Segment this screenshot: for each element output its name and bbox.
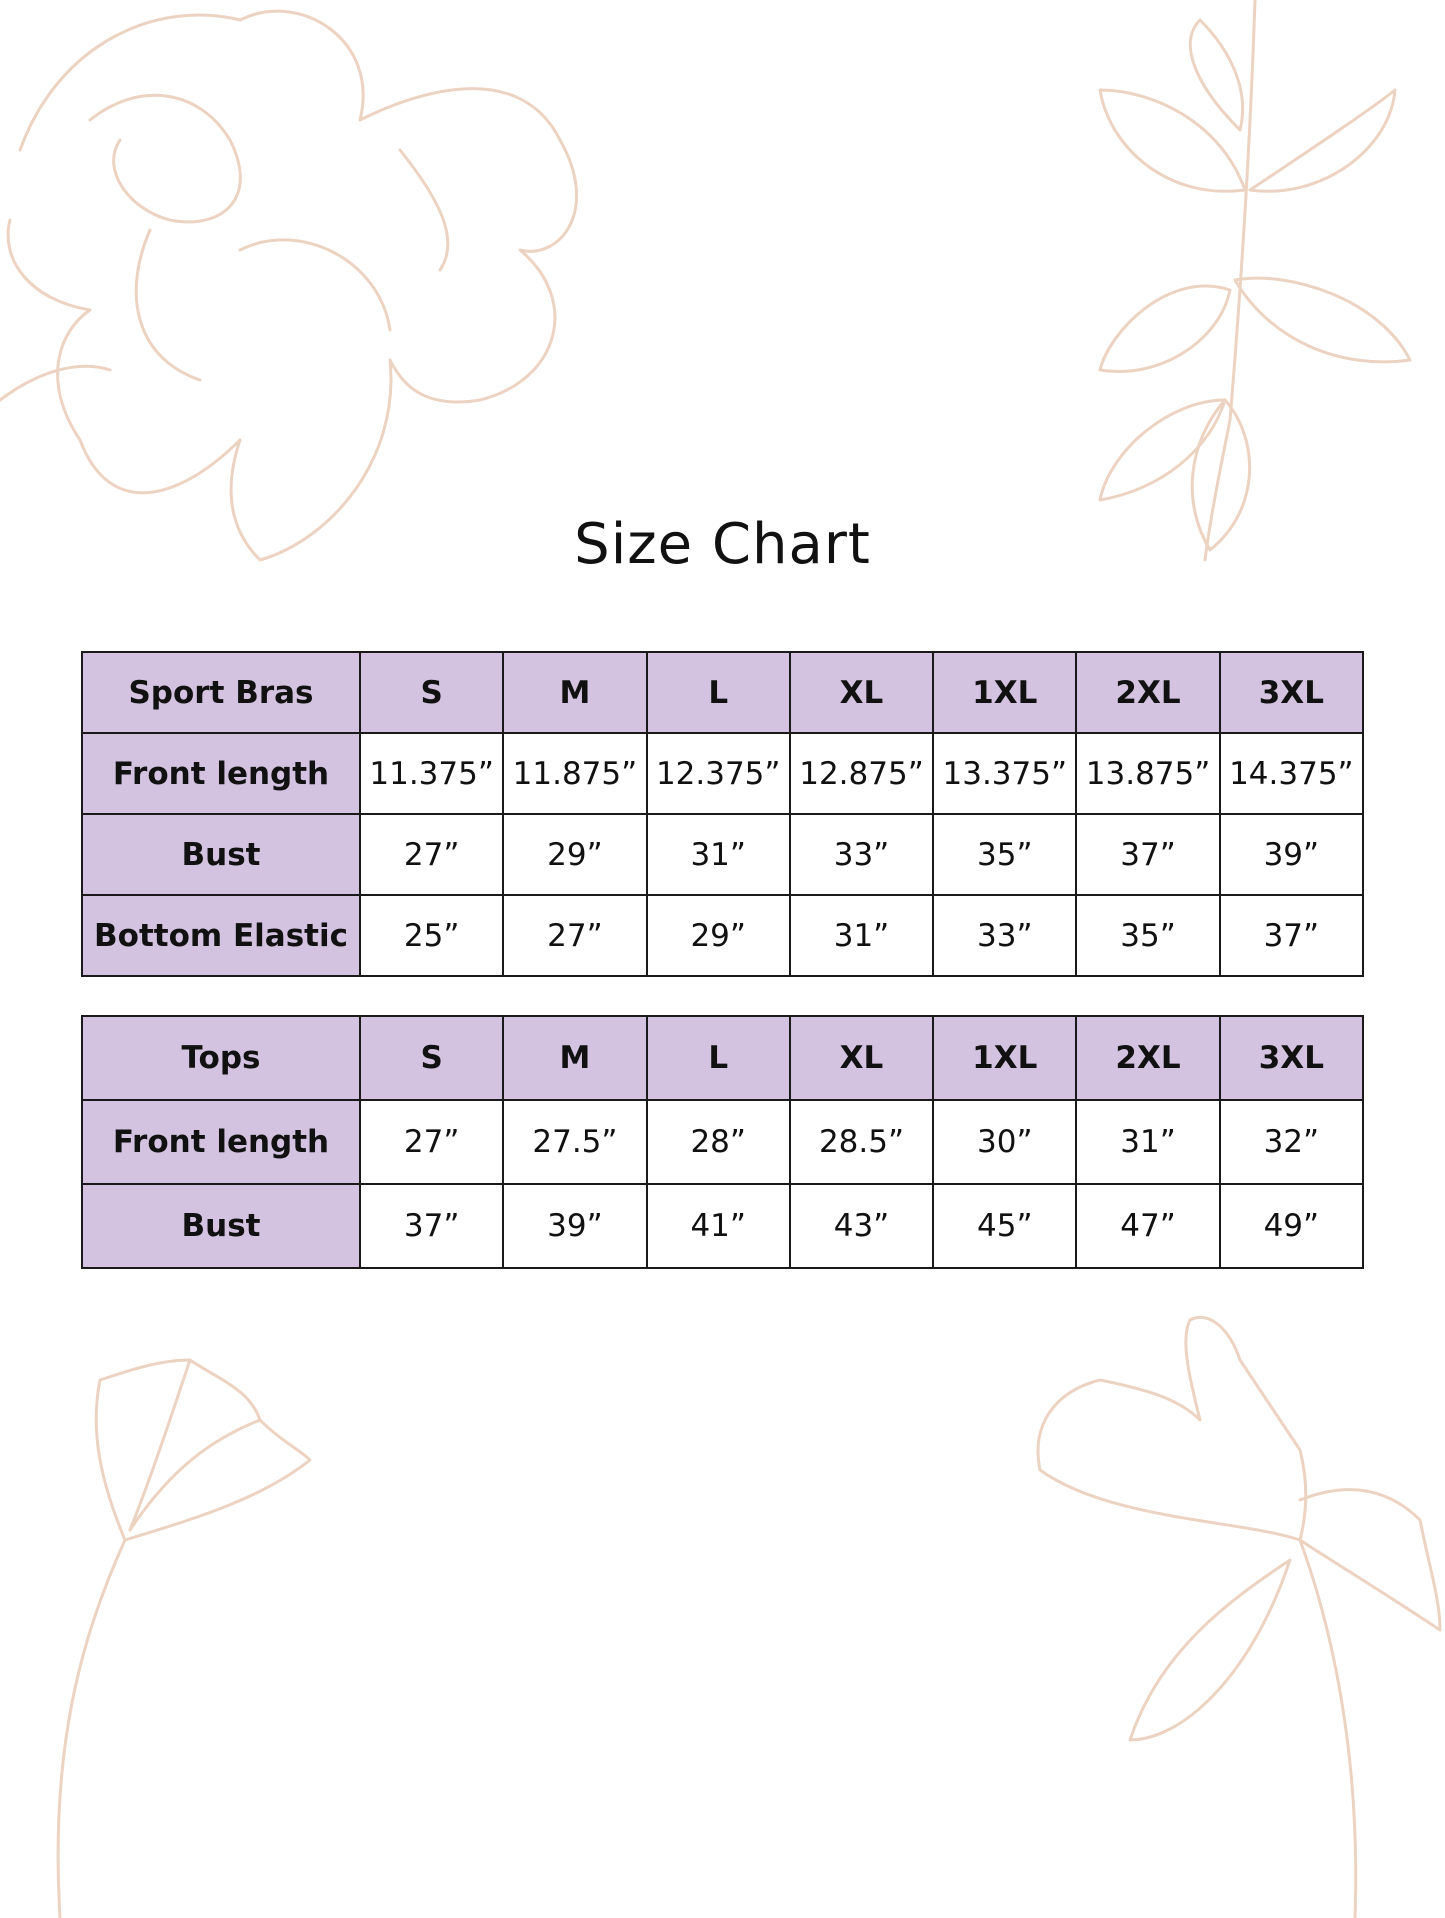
- table-row: Front length 11.375” 11.875” 12.375” 12.…: [81, 732, 1365, 815]
- page-title: Size Chart: [574, 512, 871, 577]
- size-header: M: [502, 651, 648, 734]
- table-cell: 14.375”: [1218, 732, 1365, 815]
- tops-size-table: Tops S M L XL 1XL 2XL 3XL Front length 2…: [81, 1015, 1365, 1269]
- peony-top-left-illustration: [0, 9, 579, 562]
- table-cell: 37”: [358, 1183, 505, 1269]
- row-label: Front length: [81, 1099, 361, 1185]
- table-cell: 37”: [1075, 813, 1221, 896]
- table-cell: 37”: [1218, 894, 1365, 977]
- table-cell: 33”: [932, 894, 1078, 977]
- sport-bras-size-table: Sport Bras S M L XL 1XL 2XL 3XL Front le…: [81, 651, 1365, 977]
- row-label: Front length: [81, 732, 361, 815]
- size-header: 3XL: [1218, 651, 1365, 734]
- size-header: 1XL: [932, 651, 1078, 734]
- table-cell: 35”: [932, 813, 1078, 896]
- table-row: Bottom Elastic 25” 27” 29” 31” 33” 35” 3…: [81, 894, 1365, 977]
- size-header: XL: [788, 1015, 935, 1101]
- row-label: Bottom Elastic: [81, 894, 361, 977]
- table-cell: 12.375”: [645, 732, 791, 815]
- table-cell: 35”: [1075, 894, 1221, 977]
- table-cell: 39”: [1218, 813, 1365, 896]
- table-cell: 25”: [358, 894, 505, 977]
- table-cell: 11.875”: [502, 732, 648, 815]
- table-cell: 28.5”: [788, 1099, 935, 1185]
- table-row: Front length 27” 27.5” 28” 28.5” 30” 31”…: [81, 1099, 1365, 1185]
- table-cell: 47”: [1075, 1183, 1221, 1269]
- table-title-cell: Tops: [81, 1015, 361, 1101]
- row-label: Bust: [81, 813, 361, 896]
- table-cell: 29”: [502, 813, 648, 896]
- table-cell: 30”: [932, 1099, 1078, 1185]
- table-cell: 11.375”: [358, 732, 505, 815]
- tulip-bottom-right-illustration: [1036, 1315, 1442, 1918]
- size-header: M: [502, 1015, 648, 1101]
- table-cell: 27”: [358, 813, 505, 896]
- table-cell: 49”: [1218, 1183, 1365, 1269]
- row-label: Bust: [81, 1183, 361, 1269]
- size-header: S: [358, 651, 505, 734]
- table-row: Bust 37” 39” 41” 43” 45” 47” 49”: [81, 1183, 1365, 1269]
- table-cell: 29”: [645, 894, 791, 977]
- size-header: S: [358, 1015, 505, 1101]
- table-cell: 12.875”: [788, 732, 935, 815]
- size-header: 2XL: [1075, 1015, 1221, 1101]
- size-header: 1XL: [932, 1015, 1078, 1101]
- table-cell: 32”: [1218, 1099, 1365, 1185]
- table-cell: 39”: [502, 1183, 648, 1269]
- table-row: Bust 27” 29” 31” 33” 35” 37” 39”: [81, 813, 1365, 896]
- table-header-row: Tops S M L XL 1XL 2XL 3XL: [81, 1015, 1365, 1101]
- size-header: L: [645, 651, 791, 734]
- leaf-branch-top-right-illustration: [1098, 0, 1412, 562]
- table-cell: 45”: [932, 1183, 1078, 1269]
- table-cell: 13.375”: [932, 732, 1078, 815]
- table-cell: 13.875”: [1075, 732, 1221, 815]
- table-cell: 31”: [645, 813, 791, 896]
- size-header: L: [645, 1015, 791, 1101]
- table-cell: 27.5”: [502, 1099, 648, 1185]
- table-cell: 27”: [358, 1099, 505, 1185]
- table-cell: 41”: [645, 1183, 791, 1269]
- table-cell: 33”: [788, 813, 935, 896]
- table-cell: 43”: [788, 1183, 935, 1269]
- size-header: 2XL: [1075, 651, 1221, 734]
- table-cell: 27”: [502, 894, 648, 977]
- table-cell: 31”: [1075, 1099, 1221, 1185]
- size-header: 3XL: [1218, 1015, 1365, 1101]
- size-header: XL: [788, 651, 935, 734]
- table-header-row: Sport Bras S M L XL 1XL 2XL 3XL: [81, 651, 1365, 734]
- table-cell: 28”: [645, 1099, 791, 1185]
- table-title-cell: Sport Bras: [81, 651, 361, 734]
- table-cell: 31”: [788, 894, 935, 977]
- tulip-bottom-left-illustration: [56, 1358, 312, 1918]
